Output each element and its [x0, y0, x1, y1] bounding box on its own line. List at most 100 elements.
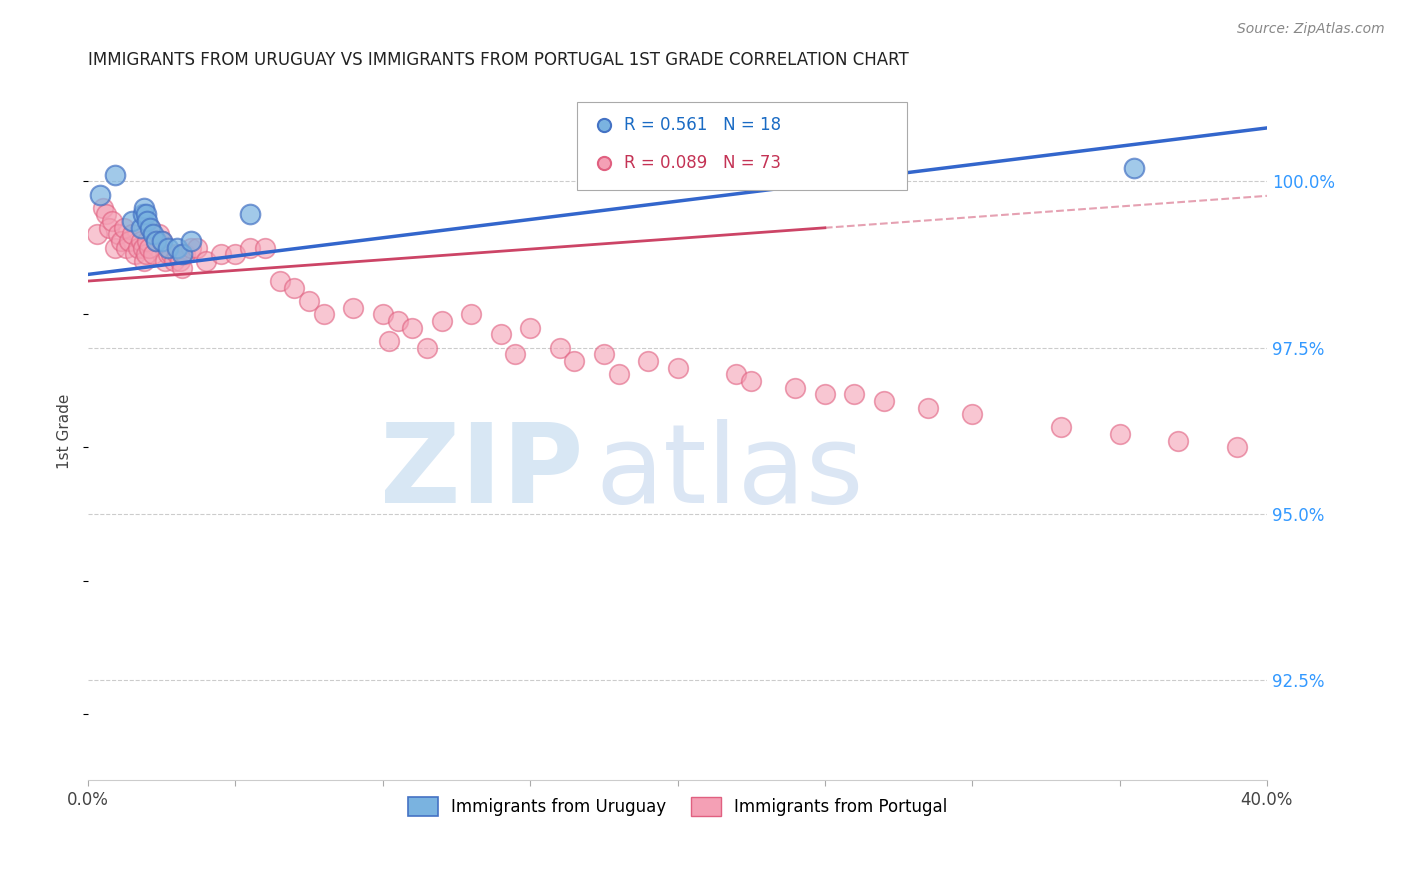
- Point: [814, 387, 837, 401]
- Point: [637, 354, 659, 368]
- Point: [785, 380, 807, 394]
- Point: [873, 393, 896, 408]
- Point: [139, 220, 162, 235]
- Point: [844, 387, 866, 401]
- Point: [110, 234, 132, 248]
- Point: [156, 247, 179, 261]
- Point: [342, 301, 364, 315]
- Point: [153, 254, 176, 268]
- Point: [138, 241, 160, 255]
- Point: [94, 207, 117, 221]
- Point: [298, 293, 321, 308]
- Point: [124, 247, 146, 261]
- Point: [145, 234, 167, 248]
- Point: [91, 201, 114, 215]
- Point: [224, 247, 246, 261]
- Point: [666, 360, 689, 375]
- Point: [401, 320, 423, 334]
- Point: [387, 314, 409, 328]
- Point: [740, 374, 762, 388]
- Point: [460, 307, 482, 321]
- Point: [377, 334, 399, 348]
- Point: [416, 341, 439, 355]
- Point: [1049, 420, 1071, 434]
- Point: [136, 214, 159, 228]
- Point: [239, 207, 262, 221]
- Point: [129, 234, 152, 248]
- Point: [159, 247, 181, 261]
- Point: [172, 247, 194, 261]
- Point: [917, 401, 939, 415]
- Point: [239, 241, 262, 255]
- Point: [142, 227, 165, 242]
- Point: [172, 260, 194, 275]
- Point: [186, 241, 208, 255]
- Point: [115, 241, 138, 255]
- Point: [564, 354, 586, 368]
- Point: [312, 307, 335, 321]
- Point: [97, 220, 120, 235]
- Point: [283, 281, 305, 295]
- Point: [548, 341, 571, 355]
- Point: [269, 274, 291, 288]
- Point: [121, 227, 143, 242]
- Point: [134, 201, 156, 215]
- Point: [131, 241, 153, 255]
- Point: [169, 254, 191, 268]
- Point: [725, 368, 748, 382]
- Point: [180, 234, 202, 248]
- Text: ZIP: ZIP: [380, 419, 583, 526]
- Point: [174, 247, 197, 261]
- Point: [209, 247, 232, 261]
- Point: [118, 234, 141, 248]
- Point: [100, 214, 122, 228]
- Point: [371, 307, 394, 321]
- Point: [180, 241, 202, 255]
- Point: [135, 207, 157, 221]
- Point: [166, 247, 188, 261]
- Point: [253, 241, 276, 255]
- Point: [121, 214, 143, 228]
- Point: [960, 407, 983, 421]
- Text: Source: ZipAtlas.com: Source: ZipAtlas.com: [1237, 22, 1385, 37]
- Point: [150, 234, 173, 248]
- Legend: Immigrants from Uruguay, Immigrants from Portugal: Immigrants from Uruguay, Immigrants from…: [399, 789, 956, 824]
- Point: [145, 234, 167, 248]
- Point: [139, 220, 162, 235]
- Point: [107, 227, 129, 242]
- FancyBboxPatch shape: [578, 103, 907, 190]
- Point: [156, 241, 179, 255]
- Point: [162, 254, 184, 268]
- Point: [86, 227, 108, 242]
- Point: [195, 254, 218, 268]
- Point: [1123, 161, 1146, 175]
- Point: [134, 254, 156, 268]
- Point: [1108, 427, 1130, 442]
- Point: [592, 347, 614, 361]
- Point: [489, 327, 512, 342]
- Point: [166, 241, 188, 255]
- Point: [150, 234, 173, 248]
- Point: [505, 347, 527, 361]
- Text: IMMIGRANTS FROM URUGUAY VS IMMIGRANTS FROM PORTUGAL 1ST GRADE CORRELATION CHART: IMMIGRANTS FROM URUGUAY VS IMMIGRANTS FR…: [89, 51, 908, 69]
- Point: [1167, 434, 1189, 448]
- Point: [112, 220, 135, 235]
- Point: [131, 207, 153, 221]
- Point: [129, 220, 152, 235]
- Point: [142, 247, 165, 261]
- Point: [104, 168, 127, 182]
- Text: atlas: atlas: [595, 419, 863, 526]
- Point: [148, 227, 170, 242]
- Point: [89, 187, 111, 202]
- Y-axis label: 1st Grade: 1st Grade: [58, 393, 72, 468]
- Point: [104, 241, 127, 255]
- Point: [1226, 441, 1249, 455]
- Point: [519, 320, 541, 334]
- Text: R = 0.561   N = 18: R = 0.561 N = 18: [624, 116, 782, 135]
- Point: [127, 241, 149, 255]
- Point: [607, 368, 630, 382]
- Point: [430, 314, 453, 328]
- Point: [136, 234, 159, 248]
- Text: R = 0.089   N = 73: R = 0.089 N = 73: [624, 154, 782, 172]
- Point: [135, 247, 157, 261]
